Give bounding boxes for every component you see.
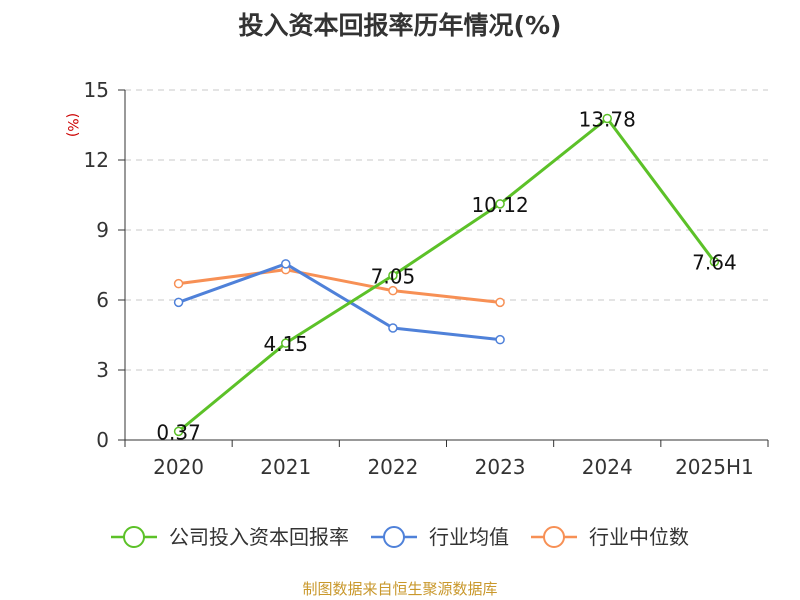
data-point[interactable]: [495, 297, 505, 308]
data-point[interactable]: [709, 256, 720, 267]
data-point[interactable]: [173, 297, 184, 308]
data-label: 10.12: [471, 193, 528, 217]
y-tick-label: 12: [84, 148, 109, 172]
axes: 0 3 6 9 12 15 2020 2021 2022 2023 2024 2025H1 (%): [64, 78, 769, 479]
y-tick-label: 15: [84, 78, 109, 102]
data-point[interactable]: [388, 285, 398, 296]
data-point[interactable]: [388, 270, 398, 281]
legend-marker-icon: [383, 526, 405, 548]
series-line: [178, 262, 501, 342]
y-tick-label: 6: [96, 288, 109, 312]
series-line: [177, 116, 716, 433]
y-tick-label: 0: [96, 428, 109, 452]
series-line: [178, 268, 501, 304]
x-tick-label: 2023: [475, 455, 526, 479]
legend-label: 公司投入资本回报率: [169, 525, 349, 549]
legend-marker-icon: [543, 526, 565, 548]
data-label: 13.78: [579, 107, 636, 131]
x-tick-label: 2022: [367, 455, 418, 479]
y-tick-label: 3: [96, 358, 109, 382]
y-tick-label: 9: [96, 218, 109, 242]
legend-label: 行业均值: [429, 525, 509, 549]
data-point[interactable]: [173, 426, 184, 437]
legend-label: 行业中位数: [589, 525, 689, 549]
grid-lines: [125, 89, 768, 371]
data-label: 7.64: [692, 251, 737, 275]
data-point[interactable]: [495, 334, 505, 345]
x-tick-label: 2021: [260, 455, 311, 479]
legend[interactable]: 公司投入资本回报率 行业均值 行业中位数: [111, 525, 689, 549]
legend-item[interactable]: 行业中位数: [531, 525, 689, 549]
legend-item[interactable]: 行业均值: [371, 525, 509, 549]
legend-marker-icon: [123, 526, 145, 548]
data-point[interactable]: [388, 323, 398, 333]
data-point[interactable]: [281, 338, 291, 348]
x-tick-label: 2020: [153, 455, 204, 479]
series-lines: [173, 113, 720, 437]
chart-title: 投入资本回报率历年情况(%): [238, 11, 562, 40]
data-point[interactable]: [495, 199, 505, 209]
data-point[interactable]: [281, 259, 291, 269]
x-tick-label: 2024: [582, 455, 633, 479]
data-label: 0.37: [156, 420, 201, 444]
source-note: 制图数据来自恒生聚源数据库: [302, 580, 498, 598]
data-point[interactable]: [173, 278, 184, 289]
x-tick-label: 2025H1: [675, 455, 754, 479]
data-point[interactable]: [602, 113, 612, 124]
data-label: 4.15: [263, 332, 308, 356]
y-axis-label: (%): [64, 113, 80, 137]
data-labels: 0.37 4.15 7.05 10.12 13.78 7.64: [156, 107, 736, 444]
legend-item[interactable]: 公司投入资本回报率: [111, 525, 349, 549]
data-label: 7.05: [371, 265, 416, 289]
